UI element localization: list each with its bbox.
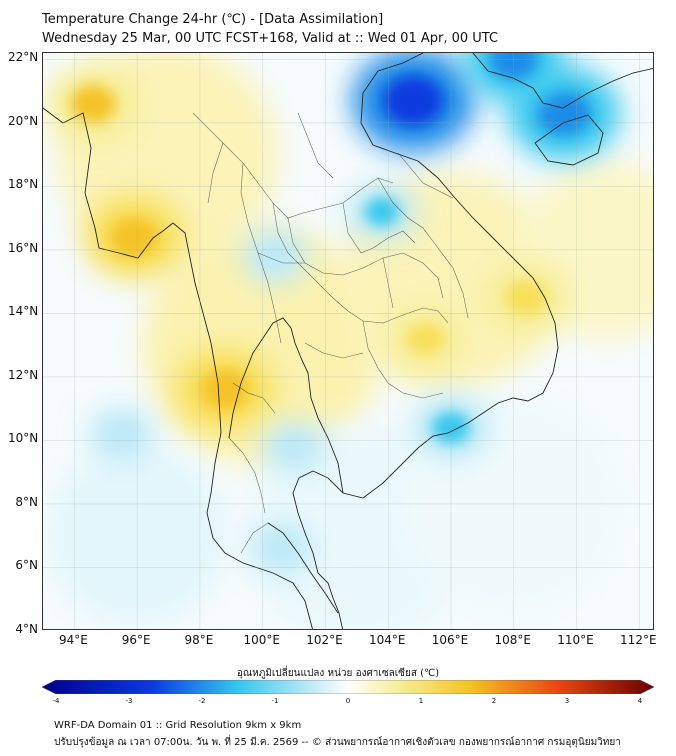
colorbar-tick-label: -1 <box>271 697 279 705</box>
coastline-china <box>472 53 653 109</box>
cold-anomaly-malay <box>266 536 297 561</box>
colorbar-tick-label: -2 <box>198 697 206 705</box>
lat-label: 6°N <box>15 558 38 573</box>
cold-anomaly-andaman-sea <box>105 421 138 447</box>
coastline-hainan <box>534 114 604 166</box>
lat-label: 10°N <box>8 431 39 446</box>
lon-label: 110°E <box>557 633 594 647</box>
colorbar-tick-label: 2 <box>491 697 497 705</box>
cold-anomaly-gulf-tonkin <box>383 75 443 126</box>
lat-label: 16°N <box>8 240 39 255</box>
colorbar-tick-label: 4 <box>637 697 643 705</box>
cold-anomaly-laos <box>364 197 399 226</box>
coastline-gulf-thailand <box>228 317 344 494</box>
cold-anomaly-gulf-thailand <box>279 434 309 460</box>
footer-credit: ปรับปรุงข้อมูล ณ เวลา 07:00น. วัน พ. ที่… <box>54 737 621 748</box>
lon-label: 96°E <box>121 633 151 647</box>
lat-label: 22°N <box>8 50 39 65</box>
lon-label: 106°E <box>431 633 469 647</box>
lon-label: 98°E <box>184 633 214 647</box>
colorbar <box>42 680 654 694</box>
lat-label: 18°N <box>8 177 39 192</box>
cold-anomaly-hainan <box>537 90 591 136</box>
lon-label: 94°E <box>58 633 88 647</box>
lat-label: 14°N <box>8 304 39 319</box>
warm-anomaly-myanmar-north <box>70 85 116 123</box>
warm-anomaly-tenasserim <box>201 369 250 410</box>
lat-label: 4°N <box>15 622 38 636</box>
colorbar-tick-label: -3 <box>125 697 133 705</box>
coastline-east <box>292 53 559 629</box>
anomaly-layer <box>46 53 653 629</box>
colorbar-title: อุณหภูมิเปลี่ยนแปลง หน่วย องศาเซลเซียส (… <box>236 668 440 679</box>
colorbar-tick-label: 1 <box>418 697 424 705</box>
colorbar-tick-label: 0 <box>345 697 351 705</box>
lon-label: 102°E <box>306 633 343 647</box>
coastlines <box>43 53 653 629</box>
colorbar-tick-label: -4 <box>52 697 60 705</box>
coastline-peninsula-east <box>267 522 339 614</box>
coastline-mainland <box>43 107 313 629</box>
map-subtitle: Wednesday 25 Mar, 00 UTC FCST+168, Valid… <box>42 31 499 46</box>
lon-label: 112°E <box>620 633 657 647</box>
cold-anomaly-upper-thailand <box>259 243 291 270</box>
graticule <box>43 53 653 629</box>
warm-anomaly-vietnam-central <box>505 279 548 316</box>
warm-anomaly-cambodia <box>406 323 445 355</box>
lon-label: 104°E <box>368 633 406 647</box>
footer-model-info: WRF-DA Domain 01 :: Grid Resolution 9km … <box>54 720 302 731</box>
lon-label: 108°E <box>494 633 532 647</box>
lat-label: 20°N <box>8 113 39 128</box>
map-title: Temperature Change 24-hr (℃) - [Data Ass… <box>42 12 384 27</box>
temperature-change-map[interactable] <box>42 52 654 630</box>
lat-label: 12°N <box>8 367 39 382</box>
colorbar-tick-label: 3 <box>564 697 570 705</box>
lat-label: 8°N <box>15 494 38 509</box>
lon-label: 100°E <box>243 633 280 647</box>
warm-anomaly-andaman <box>110 217 159 258</box>
colorbar-gradient <box>42 680 654 694</box>
